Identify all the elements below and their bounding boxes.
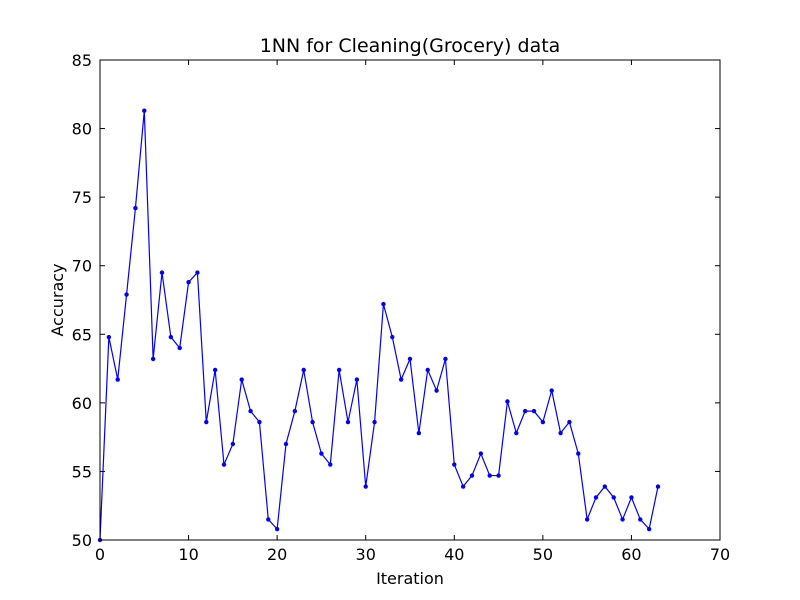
data-point [212, 367, 218, 373]
y-tick-label: 60 [72, 394, 92, 413]
data-point [195, 270, 200, 275]
y-tick-label: 65 [72, 325, 92, 344]
data-point [576, 451, 581, 456]
data-point [115, 377, 120, 382]
data-point [620, 517, 625, 522]
x-axis: 0 10 20 30 40 50 60 70 [95, 60, 730, 564]
x-tick-label: 20 [267, 545, 287, 564]
data-point [567, 419, 572, 425]
data-point [478, 451, 484, 456]
series-layer [97, 108, 661, 543]
y-tick-label: 75 [72, 188, 92, 207]
data-point [487, 473, 492, 478]
data-point [469, 473, 475, 478]
data-point [168, 334, 174, 340]
x-axis-title: Iteration [376, 569, 444, 588]
data-point [133, 205, 138, 211]
x-tick-label: 40 [444, 545, 464, 564]
data-point [257, 419, 262, 425]
x-tick-label: 10 [178, 545, 198, 564]
data-point [186, 279, 191, 285]
data-point [531, 408, 537, 414]
data-point [283, 441, 289, 447]
data-point [142, 108, 147, 113]
data-point [398, 377, 404, 382]
data-point [354, 377, 360, 382]
data-point [390, 334, 395, 340]
data-point [540, 419, 546, 425]
data-point [416, 430, 422, 436]
data-point [434, 388, 439, 393]
data-point [443, 356, 448, 362]
y-tick-label: 50 [72, 531, 92, 550]
y-axis-title: Accuracy [48, 263, 67, 336]
data-point [274, 526, 280, 532]
data-point [522, 408, 528, 414]
data-point [646, 526, 652, 532]
data-point [611, 495, 616, 500]
data-point [124, 292, 129, 297]
y-tick-label: 70 [72, 257, 92, 276]
data-point [363, 484, 368, 489]
x-tick-label: 0 [95, 545, 105, 564]
data-point [629, 495, 634, 500]
data-point [549, 388, 554, 393]
plot-frame [99, 59, 721, 541]
x-tick-label: 60 [621, 545, 641, 564]
data-point [407, 356, 413, 362]
x-tick-label: 30 [356, 545, 376, 564]
data-point [177, 345, 182, 351]
data-point [266, 517, 271, 522]
data-point [602, 484, 608, 489]
data-point [460, 484, 466, 489]
data-point [558, 430, 563, 436]
data-point [638, 517, 643, 522]
data-point [425, 367, 430, 373]
y-axis: 50 55 60 65 70 75 80 85 [72, 51, 720, 550]
data-point [106, 334, 112, 340]
y-tick-label: 85 [72, 51, 92, 70]
y-tick-label: 80 [72, 120, 92, 139]
data-point [159, 270, 165, 275]
data-point [319, 451, 324, 456]
data-point [204, 419, 209, 425]
data-point [584, 517, 590, 522]
series-line [99, 110, 659, 541]
data-point [381, 301, 386, 307]
data-point [372, 419, 377, 425]
chart-title: 1NN for Cleaning(Grocery) data [260, 35, 561, 57]
data-point [328, 462, 333, 467]
data-point [336, 367, 342, 373]
data-point [655, 484, 661, 489]
data-point [310, 419, 315, 425]
data-point [150, 356, 156, 362]
data-point [345, 419, 351, 425]
data-point [239, 377, 244, 382]
data-point [505, 399, 510, 404]
data-point [221, 462, 227, 467]
y-tick-label: 55 [72, 462, 92, 481]
data-point [452, 462, 457, 467]
x-tick-label: 70 [710, 545, 730, 564]
data-point [496, 473, 501, 478]
data-point [230, 441, 236, 447]
x-tick-label: 50 [533, 545, 553, 564]
plot-area: 0 10 20 30 40 50 60 70 50 55 60 65 70 75 80 85 [72, 51, 731, 564]
data-point [248, 408, 253, 414]
data-point [292, 408, 298, 414]
data-point [301, 367, 306, 373]
data-point [514, 430, 519, 436]
data-point [593, 495, 599, 500]
